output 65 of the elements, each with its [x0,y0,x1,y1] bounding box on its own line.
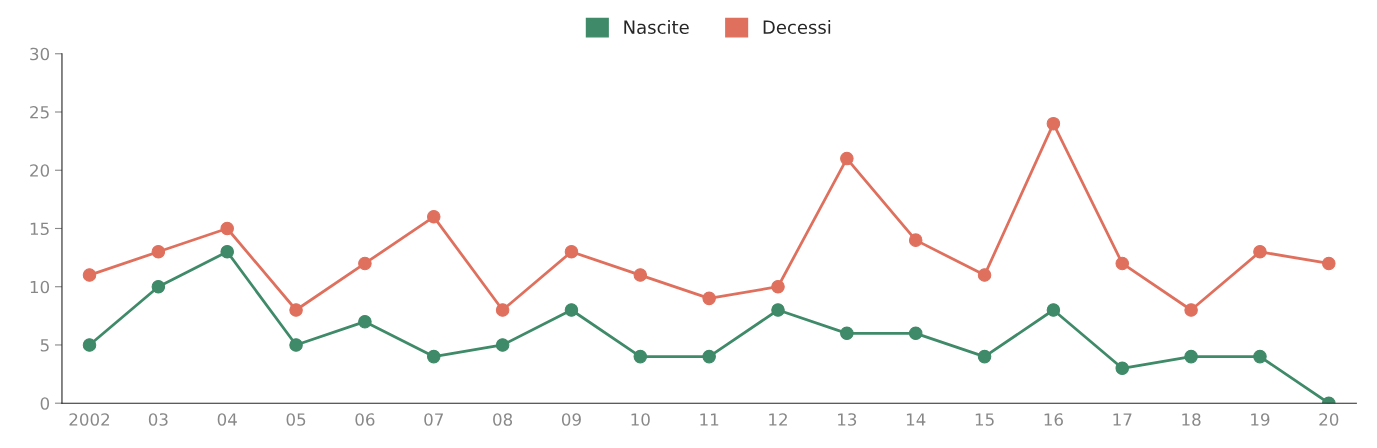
x-tick-label: 13 [838,413,857,426]
point [908,326,923,341]
point [82,338,97,352]
x-tick-label: 11 [700,413,719,426]
point [908,233,923,247]
point [1184,349,1198,364]
y-tick-label: 15 [30,222,49,236]
point [1115,361,1130,376]
point [1322,256,1336,271]
point [289,303,303,317]
point [840,151,854,166]
point [702,291,716,306]
x-tick-label: 12 [769,413,787,426]
point [495,303,510,317]
point [977,268,992,282]
point [1046,116,1061,131]
y-tick-label: 25 [30,105,49,119]
x-tick-label: 09 [561,413,581,426]
point [1253,245,1267,259]
point [840,326,854,341]
legend-label: Decessi [763,20,831,35]
point [358,256,372,271]
x-tick-label: 14 [906,413,926,426]
point [358,314,372,329]
point [289,338,303,352]
x-tick-label: 08 [493,413,513,426]
point [633,349,648,364]
point [426,349,441,364]
x-tick-label: 16 [1044,413,1063,426]
point [564,303,579,317]
point [771,303,785,317]
point [426,210,441,224]
x-tick-label: 17 [1113,413,1132,426]
y-tick-label: 30 [30,47,50,61]
x-tick-label: 19 [1251,413,1270,426]
point [702,349,716,364]
x-tick-label: 2002 [69,413,110,426]
y-tick-label: 10 [30,280,50,294]
point [151,279,166,294]
point [771,279,785,294]
point [633,268,648,282]
point [82,268,97,282]
point [151,245,166,259]
point [1115,256,1130,271]
x-tick-label: 18 [1182,413,1201,426]
point [1184,303,1198,317]
point [220,245,234,259]
x-tick-label: 10 [631,413,650,426]
y-tick-label: 20 [30,164,50,177]
y-tick-label: 0 [40,397,50,410]
point [220,221,234,236]
point [564,245,579,259]
x-tick-label: 07 [424,413,443,426]
point [977,349,992,364]
x-tick-label: 03 [148,413,168,426]
x-tick-label: 04 [217,413,237,426]
y-tick-label: 5 [40,339,49,352]
point [495,338,510,352]
x-tick-label: 15 [975,413,994,426]
point [1046,303,1061,317]
legend-label: Nascite [624,20,689,35]
x-tick-label: 20 [1319,413,1339,426]
point [1253,349,1267,364]
x-tick-label: 06 [355,413,375,426]
x-tick-label: 05 [286,413,306,426]
